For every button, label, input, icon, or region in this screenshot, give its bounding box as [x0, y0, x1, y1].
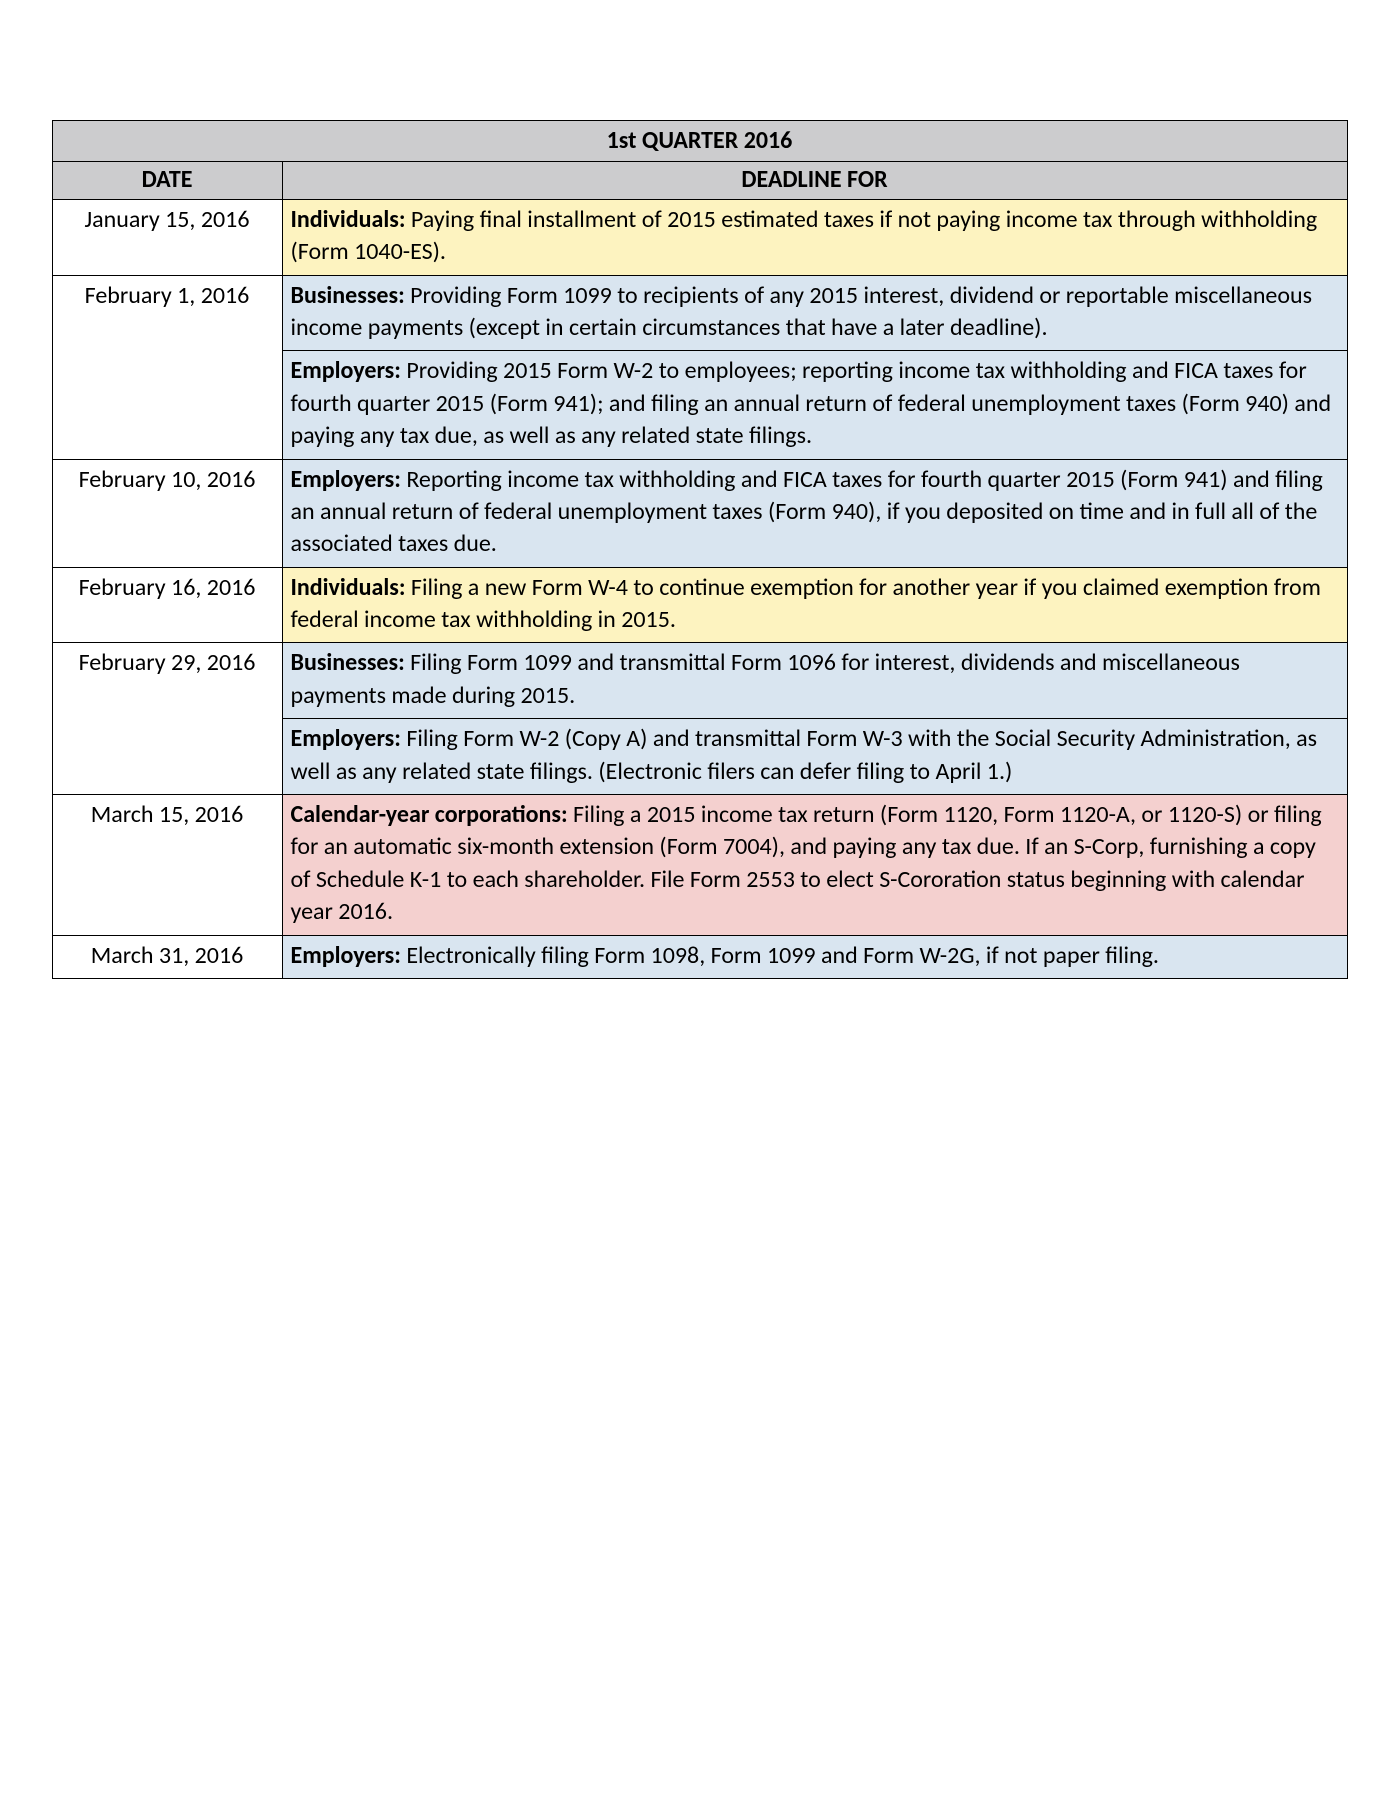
deadline-cell: Employers: Reporting income tax withhold…: [282, 459, 1347, 567]
deadline-cell: Employers: Filing Form W-2 (Copy A) and …: [282, 719, 1347, 795]
deadline-cell: Individuals: Paying final installment of…: [282, 199, 1347, 275]
deadline-label: Individuals:: [291, 573, 406, 602]
date-cell: February 16, 2016: [52, 567, 282, 643]
deadline-text: Electronically filing Form 1098, Form 10…: [401, 941, 1159, 970]
deadline-text: Paying final installment of 2015 estimat…: [291, 205, 1318, 266]
table-row: March 31, 2016Employers: Electronically …: [52, 935, 1347, 978]
deadline-cell: Employers: Electronically filing Form 10…: [282, 935, 1347, 978]
date-cell: March 15, 2016: [52, 795, 282, 936]
date-cell: January 15, 2016: [52, 199, 282, 275]
date-cell: February 29, 2016: [52, 643, 282, 795]
deadline-text: Providing 2015 Form W-2 to employees; re…: [291, 356, 1332, 450]
deadline-text: Filing Form 1099 and transmittal Form 10…: [291, 648, 1240, 709]
table-row: February 29, 2016Businesses: Filing Form…: [52, 643, 1347, 719]
deadline-cell: Calendar-year corporations: Filing a 201…: [282, 795, 1347, 936]
deadline-label: Employers:: [291, 724, 401, 753]
table-row: February 10, 2016Employers: Reporting in…: [52, 459, 1347, 567]
table-row: February 16, 2016Individuals: Filing a n…: [52, 567, 1347, 643]
table-row: March 15, 2016Calendar-year corporations…: [52, 795, 1347, 936]
date-cell: February 1, 2016: [52, 275, 282, 459]
deadline-cell: Businesses: Filing Form 1099 and transmi…: [282, 643, 1347, 719]
header-row: DATE DEADLINE FOR: [52, 162, 1347, 199]
table-row: February 1, 2016Businesses: Providing Fo…: [52, 275, 1347, 351]
deadline-table: 1st QUARTER 2016 DATE DEADLINE FOR Janua…: [52, 120, 1348, 979]
header-deadline: DEADLINE FOR: [282, 162, 1347, 199]
deadline-label: Calendar-year corporations:: [291, 800, 568, 829]
deadline-text: Providing Form 1099 to recipients of any…: [291, 281, 1313, 342]
deadline-text: Filing a new Form W-4 to continue exempt…: [291, 573, 1321, 634]
deadline-label: Employers:: [291, 465, 401, 494]
table-row: January 15, 2016Individuals: Paying fina…: [52, 199, 1347, 275]
deadline-cell: Individuals: Filing a new Form W-4 to co…: [282, 567, 1347, 643]
header-date: DATE: [52, 162, 282, 199]
deadline-label: Individuals:: [291, 205, 406, 234]
deadline-label: Businesses:: [291, 281, 405, 310]
table-body: January 15, 2016Individuals: Paying fina…: [52, 199, 1347, 978]
date-cell: February 10, 2016: [52, 459, 282, 567]
table-title: 1st QUARTER 2016: [52, 121, 1347, 162]
deadline-cell: Businesses: Providing Form 1099 to recip…: [282, 275, 1347, 351]
deadline-label: Employers:: [291, 356, 401, 385]
page-container: 1st QUARTER 2016 DATE DEADLINE FOR Janua…: [0, 0, 1399, 1019]
date-cell: March 31, 2016: [52, 935, 282, 978]
title-row: 1st QUARTER 2016: [52, 121, 1347, 162]
deadline-text: Reporting income tax withholding and FIC…: [291, 465, 1323, 559]
deadline-text: Filing Form W-2 (Copy A) and transmittal…: [291, 724, 1318, 785]
deadline-label: Businesses:: [291, 648, 405, 677]
deadline-label: Employers:: [291, 941, 401, 970]
deadline-cell: Employers: Providing 2015 Form W-2 to em…: [282, 351, 1347, 459]
